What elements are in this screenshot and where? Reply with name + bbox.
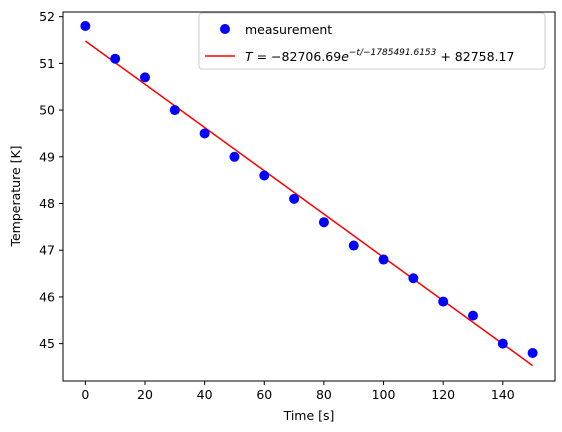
measurement-point <box>229 151 240 162</box>
legend-fit-var: T <box>245 49 254 64</box>
legend-label-fit: T = −82706.69e−t/−1785491.6153 + 82758.1… <box>245 48 514 64</box>
measurement-point <box>527 347 538 358</box>
y-tick-label: 47 <box>39 243 55 258</box>
x-axis-label: Time [s] <box>283 408 335 423</box>
x-tick-label: 20 <box>137 387 153 402</box>
x-tick-label: 60 <box>256 387 272 402</box>
measurement-point <box>497 338 508 349</box>
measurement-point <box>438 296 449 307</box>
measurement-point <box>289 193 300 204</box>
x-tick-label: 40 <box>197 387 213 402</box>
measurement-point <box>408 273 419 284</box>
legend-label-measurement: measurement <box>245 22 332 37</box>
legend: measurement T = −82706.69e−t/−1785491.61… <box>198 12 546 70</box>
fit-line-layer <box>84 40 534 367</box>
y-tick-label: 48 <box>39 196 55 211</box>
measurement-point <box>110 53 121 64</box>
y-axis: 45 46 47 48 49 50 51 52 <box>39 9 63 351</box>
legend-fit-eq: = −82706.69 <box>253 49 342 64</box>
legend-fit-base: e <box>341 49 349 64</box>
measurement-point <box>169 105 180 116</box>
measurement-point <box>259 170 270 181</box>
y-tick-label: 45 <box>39 336 55 351</box>
y-tick-label: 49 <box>39 149 55 164</box>
measurement-point <box>80 21 91 32</box>
x-axis: 0 20 40 60 80 100 120 140 <box>81 381 515 402</box>
fit-line <box>84 40 534 367</box>
measurement-point <box>318 217 329 228</box>
x-tick-label: 100 <box>372 387 396 402</box>
x-tick-label: 80 <box>316 387 332 402</box>
measurement-point <box>468 310 478 321</box>
measurement-points-layer <box>80 21 538 358</box>
y-tick-label: 52 <box>39 9 55 24</box>
x-tick-label: 120 <box>431 387 455 402</box>
y-tick-label: 46 <box>39 289 55 304</box>
y-axis-label: Temperature [K] <box>8 145 23 247</box>
legend-box <box>198 12 546 70</box>
legend-fit-tail: + 82758.17 <box>436 49 514 64</box>
legend-fit-exponent: −t/−1785491.6153 <box>349 48 437 58</box>
legend-marker-measurement <box>220 24 230 34</box>
measurement-point <box>378 254 389 265</box>
measurement-point <box>199 128 210 139</box>
y-tick-label: 51 <box>39 56 55 71</box>
measurement-point <box>140 72 150 83</box>
x-tick-label: 0 <box>81 387 89 402</box>
measurement-point <box>348 240 359 251</box>
y-tick-label: 50 <box>39 103 55 118</box>
x-tick-label: 140 <box>491 387 515 402</box>
